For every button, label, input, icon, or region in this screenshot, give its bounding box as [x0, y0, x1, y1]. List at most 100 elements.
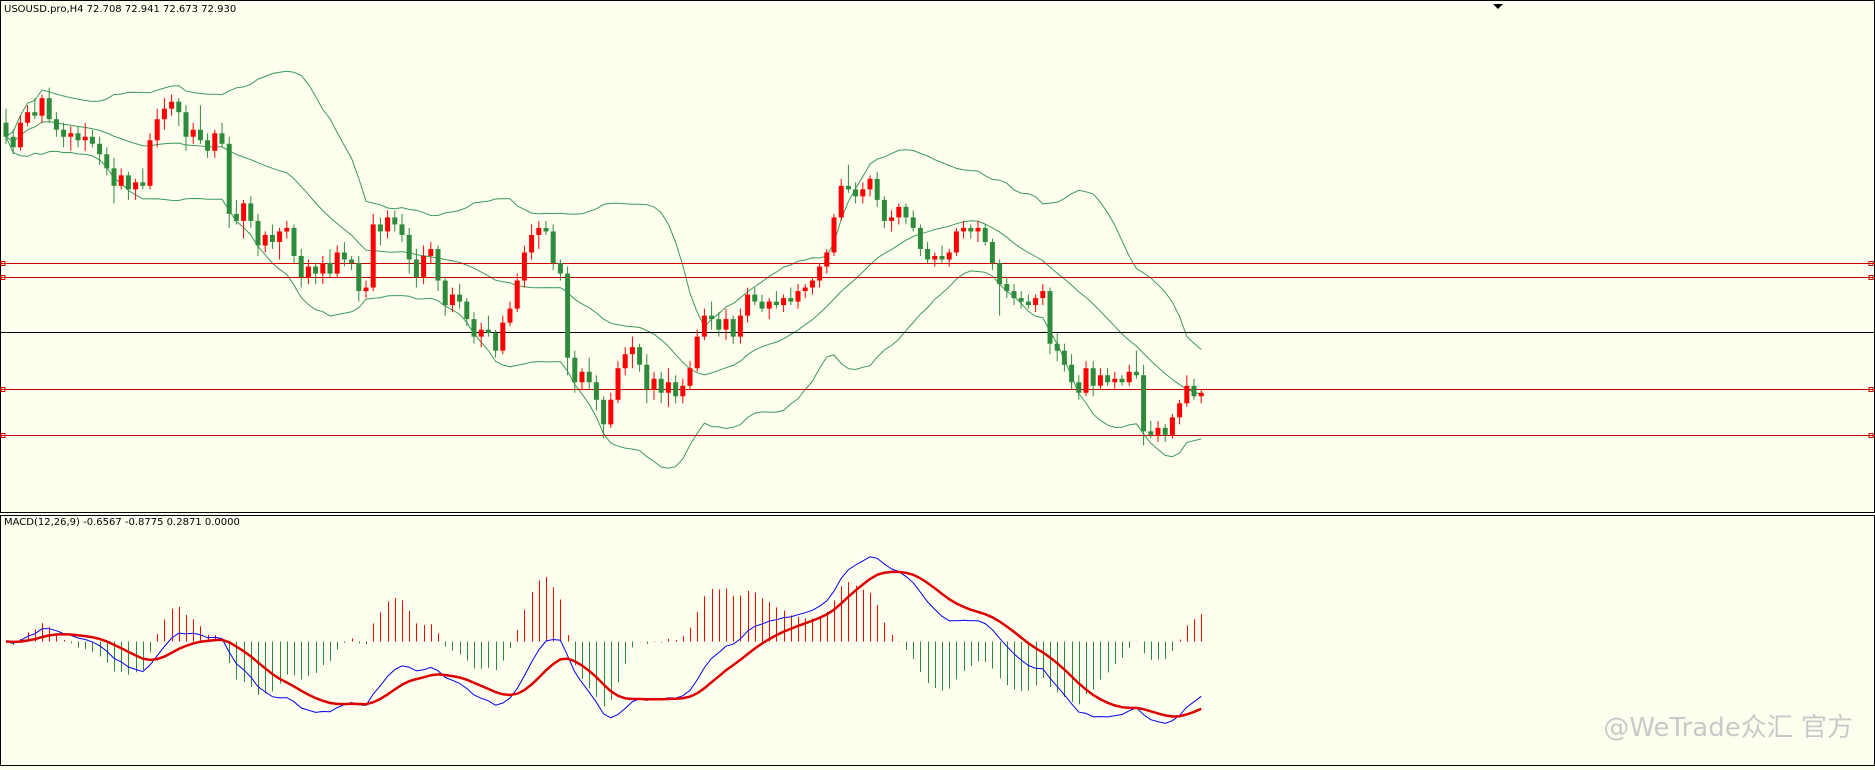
candle: [233, 199, 239, 225]
macd-histogram: [13, 577, 1202, 707]
price-level-handle[interactable]: [1868, 275, 1874, 280]
candle: [673, 375, 679, 404]
candle: [824, 248, 830, 274]
candle: [536, 220, 542, 249]
macd-info-label: MACD(12,26,9) -0.6567 -0.8775 0.2871 0.0…: [4, 517, 240, 528]
candle: [867, 175, 873, 197]
candle: [363, 280, 369, 299]
candle: [961, 220, 967, 239]
candle: [133, 178, 139, 200]
candle: [795, 284, 801, 309]
price-level-handle[interactable]: [1868, 261, 1874, 266]
candle: [788, 287, 794, 306]
candle: [269, 224, 275, 249]
candle: [406, 227, 412, 274]
chart-shift-marker[interactable]: [1493, 4, 1503, 9]
candle: [1097, 368, 1103, 390]
candle: [629, 336, 635, 369]
candle: [730, 315, 736, 344]
candle: [860, 182, 866, 204]
candle: [89, 129, 95, 148]
candle: [176, 98, 182, 127]
candle: [125, 171, 131, 200]
bollinger-upper: [5, 70, 1202, 350]
candle: [802, 284, 808, 299]
candle: [118, 168, 124, 190]
price-level-handle[interactable]: [0, 387, 6, 392]
bollinger-middle: [5, 121, 1202, 395]
candles: [3, 87, 1204, 446]
candle: [17, 115, 23, 151]
candle: [644, 354, 650, 404]
candle: [75, 126, 81, 148]
price-level-handle[interactable]: [0, 433, 6, 438]
candle: [853, 182, 859, 204]
candle: [327, 248, 333, 278]
candle: [1148, 420, 1154, 439]
candle: [817, 263, 823, 288]
candle: [442, 277, 448, 316]
candle: [478, 322, 484, 348]
candle: [190, 122, 196, 144]
candle: [1061, 343, 1067, 372]
candle: [370, 213, 376, 292]
price-level-handle[interactable]: [1868, 433, 1874, 438]
candle: [298, 248, 304, 288]
candle: [154, 108, 160, 148]
candle: [392, 210, 398, 232]
candle: [1141, 364, 1147, 446]
price-level-handle[interactable]: [1868, 387, 1874, 392]
candle: [1004, 277, 1010, 299]
candle: [917, 224, 923, 256]
candle: [277, 227, 283, 260]
candle: [421, 245, 427, 285]
candle: [665, 368, 671, 407]
candle: [413, 248, 419, 288]
candle: [831, 213, 837, 256]
candle: [377, 217, 383, 246]
candle: [219, 122, 225, 148]
candle: [939, 245, 945, 264]
candle: [716, 312, 722, 337]
candle: [449, 287, 455, 313]
candle: [658, 371, 664, 404]
price-level-handle[interactable]: [0, 275, 6, 280]
candle: [313, 263, 319, 285]
candle: [550, 224, 556, 271]
watermark: @WeTrade众汇 官方: [1603, 713, 1853, 743]
candle: [1155, 420, 1161, 442]
candle: [615, 361, 621, 404]
candle: [745, 287, 751, 323]
candle: [1025, 294, 1031, 309]
candle: [464, 298, 470, 327]
candle: [543, 220, 549, 235]
candle: [1047, 287, 1053, 355]
candle: [1040, 284, 1046, 306]
candle: [399, 213, 405, 242]
candle: [565, 266, 571, 376]
candle: [68, 126, 74, 151]
candle: [140, 168, 146, 190]
candle: [723, 308, 729, 341]
candle: [1126, 364, 1132, 386]
candle: [10, 129, 16, 155]
macd-main-line: [5, 556, 1202, 724]
candle: [39, 94, 45, 123]
candle: [1076, 375, 1082, 400]
candle: [147, 133, 153, 190]
candle: [500, 315, 506, 355]
candle: [845, 164, 851, 193]
candle: [586, 357, 592, 390]
candle: [349, 255, 355, 271]
candle: [111, 157, 117, 204]
candle: [1018, 291, 1024, 309]
candle: [982, 224, 988, 246]
candle: [46, 87, 52, 123]
candle: [932, 252, 938, 267]
price-level-handle[interactable]: [0, 261, 6, 266]
candle: [896, 203, 902, 225]
candle: [680, 378, 686, 404]
candle: [608, 392, 614, 428]
